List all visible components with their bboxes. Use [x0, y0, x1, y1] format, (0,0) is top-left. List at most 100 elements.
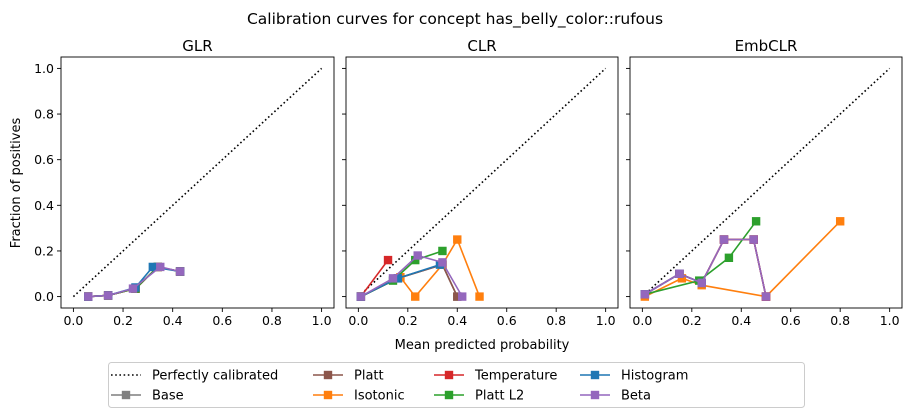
- legend-label: Perfectly calibrated: [152, 369, 278, 384]
- point-beta: [103, 291, 113, 300]
- legend-label: Base: [152, 389, 184, 404]
- legend-label: Temperature: [474, 369, 557, 384]
- point-temperature: [383, 255, 393, 265]
- panel-embclr: EmbCLR 0.0 0.2 0.4 0.6 0.8 1.0: [626, 37, 903, 328]
- y-tick-label: 0.8: [34, 107, 54, 122]
- point-beta: [84, 292, 93, 301]
- shared-y-axis-label: Fraction of positives: [9, 118, 24, 249]
- panel-title: CLR: [467, 37, 496, 55]
- x-tick-label: 0.0: [63, 313, 83, 328]
- x-tick-label: 0.6: [781, 313, 801, 328]
- point-platt: [453, 292, 462, 301]
- point-beta: [128, 284, 138, 293]
- x-tick-label: 0.2: [113, 313, 133, 328]
- panels: GLR0.00.00.20.20.40.40.60.60.80.81.01.0C…: [34, 37, 903, 328]
- legend-label: Isotonic: [354, 389, 405, 404]
- legend-entry-platt: Platt: [313, 369, 384, 384]
- axes-frame: [345, 56, 619, 309]
- point-beta: [458, 292, 467, 301]
- y-tick-label: 1.0: [34, 61, 54, 76]
- x-tick-label: 0.4: [163, 313, 183, 328]
- series-line-perfectly-calibrated: [357, 67, 607, 298]
- point-platt-l2: [751, 217, 761, 226]
- x-tick-label: 0.4: [447, 313, 467, 328]
- y-tick-label: 0.4: [34, 198, 54, 213]
- point-beta: [697, 278, 706, 288]
- legend-marker: [590, 390, 600, 400]
- point-beta: [719, 235, 729, 244]
- point-histogram: [393, 274, 403, 283]
- x-tick-label: 1.0: [880, 313, 900, 328]
- legend-entry-temperature: Temperature: [434, 369, 557, 384]
- point-isotonic: [677, 274, 687, 283]
- legend-frame: [108, 362, 805, 408]
- x-tick-label: 1.0: [312, 313, 332, 328]
- legend-entry-beta: Beta: [580, 389, 651, 404]
- legend-entry-histogram: Histogram: [580, 369, 688, 384]
- point-isotonic: [475, 292, 484, 301]
- point-beta: [761, 292, 771, 301]
- legend-marker: [323, 390, 333, 400]
- x-tick-label: 0.2: [398, 313, 418, 328]
- point-beta: [640, 290, 650, 299]
- x-tick-label: 0.0: [348, 313, 368, 328]
- legend-marker: [444, 370, 454, 380]
- axes-frame: [629, 56, 903, 309]
- x-tick-label: 0.6: [497, 313, 517, 328]
- series-line-isotonic: [644, 220, 841, 298]
- y-tick-label: 0.0: [34, 289, 54, 304]
- legend-marker: [121, 390, 131, 400]
- point-isotonic: [835, 217, 845, 226]
- figure-title: Calibration curves for concept has_belly…: [247, 10, 663, 29]
- point-beta: [413, 251, 422, 260]
- point-beta: [175, 267, 185, 276]
- x-tick-label: 0.8: [262, 313, 282, 328]
- legend: Perfectly calibrated Base Platt Isotonic Tem…: [108, 362, 805, 408]
- legend-entry-isotonic: Isotonic: [313, 389, 405, 404]
- x-tick-label: 0.8: [546, 313, 566, 328]
- point-beta: [156, 262, 165, 272]
- point-platt-l2: [411, 255, 420, 265]
- legend-label: Platt L2: [475, 389, 524, 404]
- legend-entry-platt-l2: Platt L2: [434, 389, 524, 404]
- series-line-temperature: [360, 259, 389, 298]
- series-line-perfectly-calibrated: [72, 67, 323, 298]
- legend-marker: [590, 370, 600, 380]
- panel-clr: CLR 0.0 0.2 0.4 0.6 0.8 1.0: [342, 37, 619, 328]
- x-tick-label: 0.2: [682, 313, 702, 328]
- legend-entry-base: Base: [111, 389, 184, 404]
- series-line-platt: [360, 263, 459, 298]
- point-beta: [388, 274, 398, 283]
- point-platt-l2: [724, 253, 734, 262]
- series-line-base: [360, 263, 459, 298]
- point-isotonic: [411, 292, 420, 301]
- x-tick-label: 0.4: [731, 313, 751, 328]
- legend-label: Histogram: [621, 369, 688, 384]
- series-line-beta: [644, 238, 767, 297]
- point-beta: [749, 235, 758, 244]
- x-tick-label: 0.6: [212, 313, 232, 328]
- y-tick-label: 0.6: [34, 152, 54, 167]
- point-beta: [438, 258, 447, 267]
- x-tick-label: 0.0: [632, 313, 652, 328]
- shared-x-axis-label: Mean predicted probability: [395, 338, 570, 353]
- point-beta: [356, 292, 366, 301]
- panel-glr: GLR 0.0 0.0 0.2 0.2 0.4 0.4 0.6 0.6 0.8 0.8 1.0 1.0: [34, 37, 335, 328]
- axes-frame: [60, 56, 335, 309]
- x-tick-label: 0.8: [830, 313, 850, 328]
- legend-label: Platt: [354, 369, 384, 384]
- legend-marker: [323, 370, 333, 380]
- legend-label: Beta: [621, 389, 651, 404]
- panel-title: GLR: [182, 37, 212, 55]
- point-isotonic: [453, 235, 462, 244]
- point-platt-l2: [438, 246, 447, 256]
- legend-marker: [444, 390, 454, 400]
- legend-entry-perfectly-calibrated: Perfectly calibrated: [111, 369, 278, 384]
- point-histogram: [148, 262, 158, 272]
- point-beta: [675, 269, 684, 278]
- x-tick-label: 1.0: [596, 313, 616, 328]
- series-line-perfectly-calibrated: [641, 67, 891, 298]
- panel-title: EmbCLR: [735, 37, 798, 55]
- y-tick-label: 0.2: [34, 243, 54, 258]
